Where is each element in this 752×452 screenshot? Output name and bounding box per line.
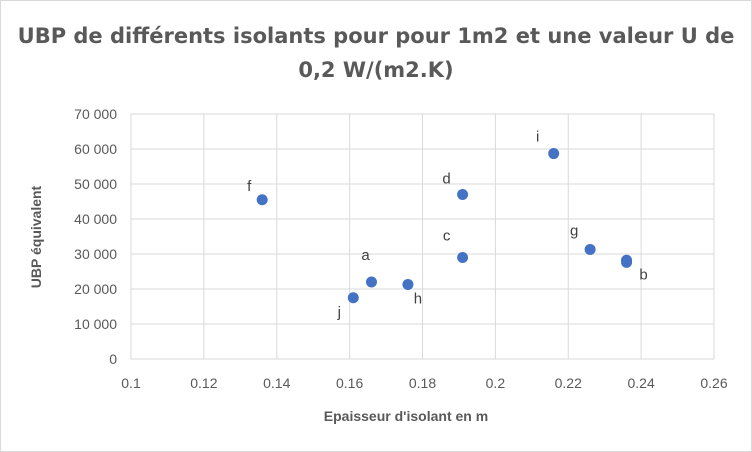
x-tick-label: 0.2 xyxy=(486,375,506,391)
y-tick-label: 40 000 xyxy=(74,211,117,227)
y-tick-label: 0 xyxy=(109,351,117,367)
y-tick-label: 50 000 xyxy=(74,176,117,192)
point-label: a xyxy=(361,247,370,264)
data-points xyxy=(256,148,633,304)
x-tick-label: 0.1 xyxy=(121,375,141,391)
point-label: d xyxy=(442,171,450,188)
y-tick-label: 10 000 xyxy=(74,316,117,332)
y-tick-label: 70 000 xyxy=(74,106,117,122)
data-point xyxy=(402,278,414,290)
x-tick-label: 0.22 xyxy=(555,375,582,391)
point-label: f xyxy=(247,178,252,195)
data-point xyxy=(256,194,268,206)
data-point xyxy=(548,148,560,160)
chart-title: UBP de différents isolants pour pour 1m2… xyxy=(17,24,735,82)
x-tick-label: 0.26 xyxy=(700,375,727,391)
data-point xyxy=(457,189,469,200)
data-point xyxy=(457,252,469,263)
point-label: b xyxy=(639,266,647,283)
y-tick-label: 20 000 xyxy=(74,281,117,297)
point-label: g xyxy=(570,222,578,239)
y-axis-title: UBP équivalent xyxy=(28,185,44,288)
x-axis-title: Epaisseur d'isolant en m xyxy=(324,408,488,424)
y-tick-labels: 0 10 000 20 000 30 000 40 000 50 000 60 000 70 … xyxy=(74,106,117,367)
gridlines xyxy=(130,113,715,360)
y-tick-label: 30 000 xyxy=(74,246,117,262)
x-tick-label: 0.24 xyxy=(628,375,655,391)
y-tick-label: 60 000 xyxy=(74,141,117,157)
x-tick-label: 0.14 xyxy=(263,375,290,391)
data-point xyxy=(621,254,633,266)
point-label: j xyxy=(337,304,341,321)
point-label: i xyxy=(536,129,539,146)
x-tick-labels: 0.1 0.12 0.14 0.16 0.18 0.2 0.22 0.24 0.26 xyxy=(121,375,728,391)
point-label: h xyxy=(414,290,422,307)
x-tick-label: 0.16 xyxy=(336,375,363,391)
x-tick-label: 0.12 xyxy=(190,375,217,391)
point-label: c xyxy=(443,228,451,245)
point-labels: a b c d f g h i j xyxy=(247,129,648,321)
data-point xyxy=(365,276,377,288)
data-point xyxy=(347,292,359,304)
data-point xyxy=(584,243,596,255)
x-tick-label: 0.18 xyxy=(409,375,436,391)
